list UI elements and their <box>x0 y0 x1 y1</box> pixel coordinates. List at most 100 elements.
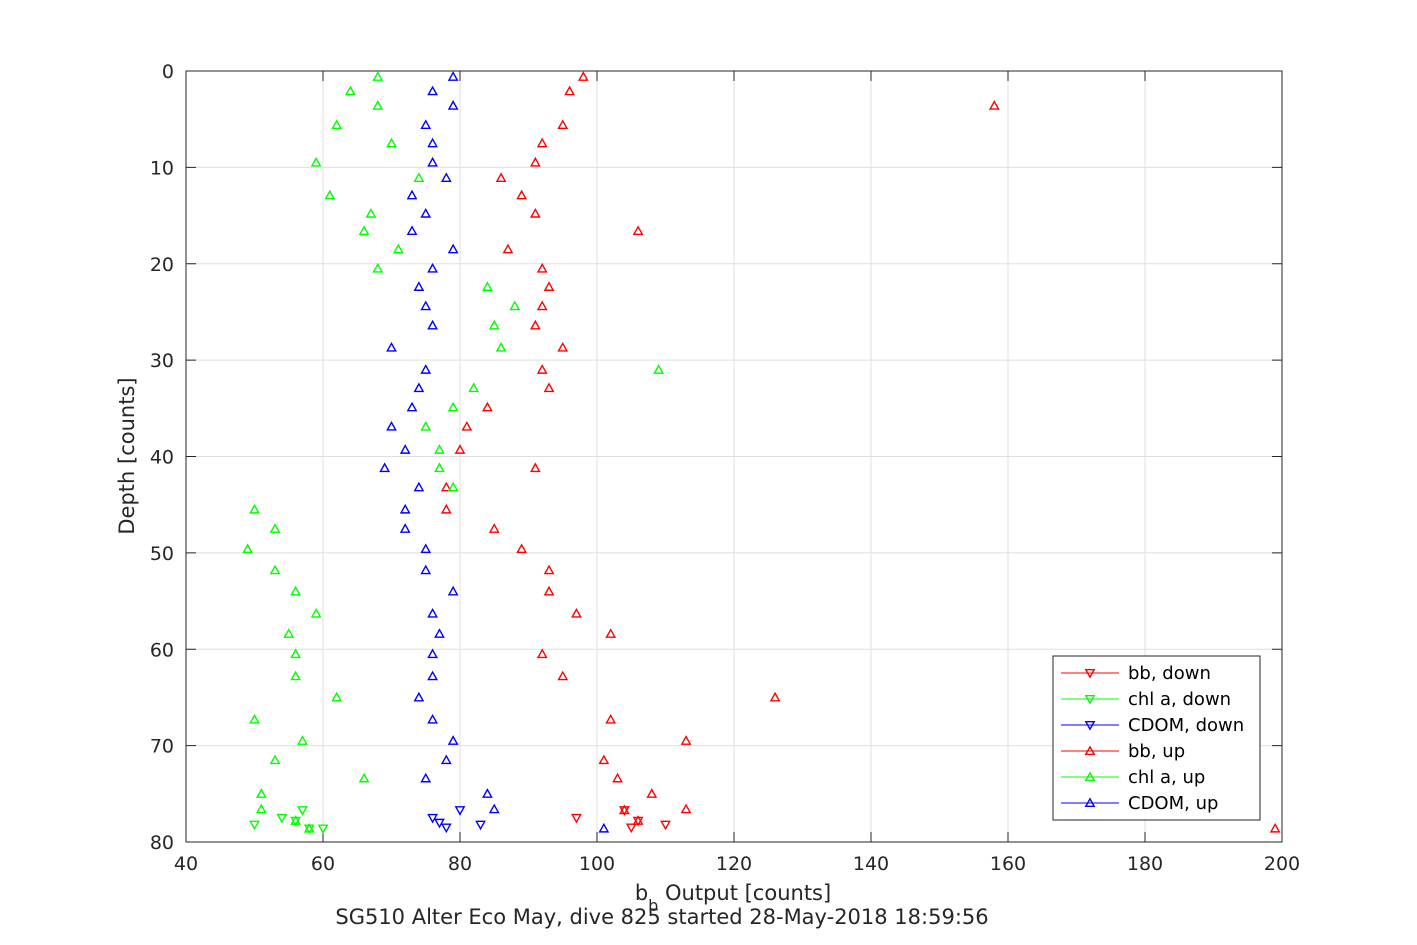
marker-point <box>564 85 575 96</box>
x-axis-label-main: b <box>635 881 648 905</box>
marker-point <box>536 300 548 311</box>
marker-point <box>488 523 500 533</box>
marker-point <box>420 300 432 311</box>
marker-point <box>290 670 301 681</box>
marker-point <box>331 691 343 702</box>
marker-point <box>317 824 329 835</box>
marker-point <box>249 713 260 724</box>
y-tick-label: 80 <box>150 832 174 854</box>
y-tick-label: 50 <box>150 543 174 565</box>
series-bb-up <box>440 71 1281 833</box>
marker-point <box>249 503 260 514</box>
marker-point <box>557 670 569 681</box>
x-tick-label: 140 <box>853 853 889 875</box>
marker-point <box>372 100 384 110</box>
legend-item: CDOM, down <box>1061 715 1244 736</box>
marker-point <box>406 189 418 200</box>
marker-point <box>434 818 445 829</box>
marker-point <box>310 156 322 167</box>
marker-point <box>680 735 692 745</box>
marker-point <box>358 772 370 783</box>
series-cdom-up <box>379 71 610 833</box>
marker-point <box>447 243 459 254</box>
marker-point <box>303 822 315 833</box>
marker-point <box>427 648 438 659</box>
marker-point <box>461 420 473 431</box>
y-tick-label: 60 <box>150 639 174 661</box>
marker-point <box>482 788 493 798</box>
legend-item: chl a, down <box>1061 689 1231 710</box>
marker-point <box>536 364 548 374</box>
marker-point <box>297 806 308 816</box>
marker-point <box>420 543 432 554</box>
legend-marker <box>1084 694 1096 705</box>
marker-point <box>413 172 425 183</box>
marker-point <box>516 189 528 200</box>
marker-point <box>310 607 322 618</box>
marker-point <box>454 806 466 816</box>
marker-point <box>372 262 384 273</box>
legend-item: CDOM, up <box>1061 793 1218 814</box>
marker-point <box>509 300 521 311</box>
marker-point <box>283 628 295 638</box>
marker-point <box>516 543 528 554</box>
marker-point <box>434 444 445 454</box>
marker-point <box>440 823 452 834</box>
marker-point <box>557 341 569 352</box>
marker-point <box>269 564 281 575</box>
marker-point <box>988 100 1000 110</box>
marker-point <box>447 585 459 596</box>
marker-point <box>358 225 370 236</box>
marker-point <box>488 319 500 330</box>
x-axis-label-subscript: b <box>648 896 658 915</box>
marker-point <box>529 319 541 330</box>
marker-point <box>632 815 644 825</box>
marker-point <box>495 341 507 352</box>
marker-point <box>625 823 637 834</box>
marker-point <box>365 207 377 218</box>
marker-point <box>427 713 438 724</box>
legend-marker <box>1084 745 1096 756</box>
marker-point <box>427 813 438 824</box>
marker-point <box>440 754 452 765</box>
marker-point <box>612 772 623 783</box>
x-tick-label: 200 <box>1264 853 1300 875</box>
marker-point <box>447 71 459 81</box>
marker-point <box>543 585 555 596</box>
marker-point <box>399 503 411 514</box>
y-tick-label: 10 <box>150 157 174 179</box>
x-axis-label-rest: Output [counts] <box>658 881 831 905</box>
series-chl-a-up <box>242 71 665 833</box>
marker-point <box>413 281 425 291</box>
y-tick-label: 0 <box>162 61 174 83</box>
marker-point <box>571 607 582 618</box>
marker-point <box>427 319 438 330</box>
marker-point <box>427 137 438 148</box>
marker-point <box>769 691 781 702</box>
y-axis-label: Depth [counts] <box>115 377 139 534</box>
marker-point <box>392 243 404 254</box>
marker-point <box>632 225 644 236</box>
marker-point <box>502 243 514 254</box>
marker-point <box>420 772 432 783</box>
marker-point <box>605 628 617 638</box>
x-tick-label: 80 <box>448 853 472 875</box>
data-markers <box>242 71 1281 835</box>
x-tick-label: 40 <box>174 853 198 875</box>
marker-point <box>598 754 610 765</box>
marker-point <box>440 503 452 514</box>
marker-point <box>413 382 425 393</box>
marker-point <box>598 822 610 833</box>
marker-point <box>269 523 281 533</box>
marker-point <box>427 607 438 618</box>
legend-label: bb, up <box>1128 741 1185 762</box>
legend-label: bb, down <box>1128 663 1211 684</box>
marker-point <box>482 281 493 291</box>
marker-point <box>420 364 432 374</box>
marker-point <box>427 156 438 167</box>
marker-point <box>379 462 391 473</box>
marker-point <box>557 119 569 130</box>
x-tick-label: 180 <box>1127 853 1163 875</box>
marker-point <box>488 803 500 814</box>
